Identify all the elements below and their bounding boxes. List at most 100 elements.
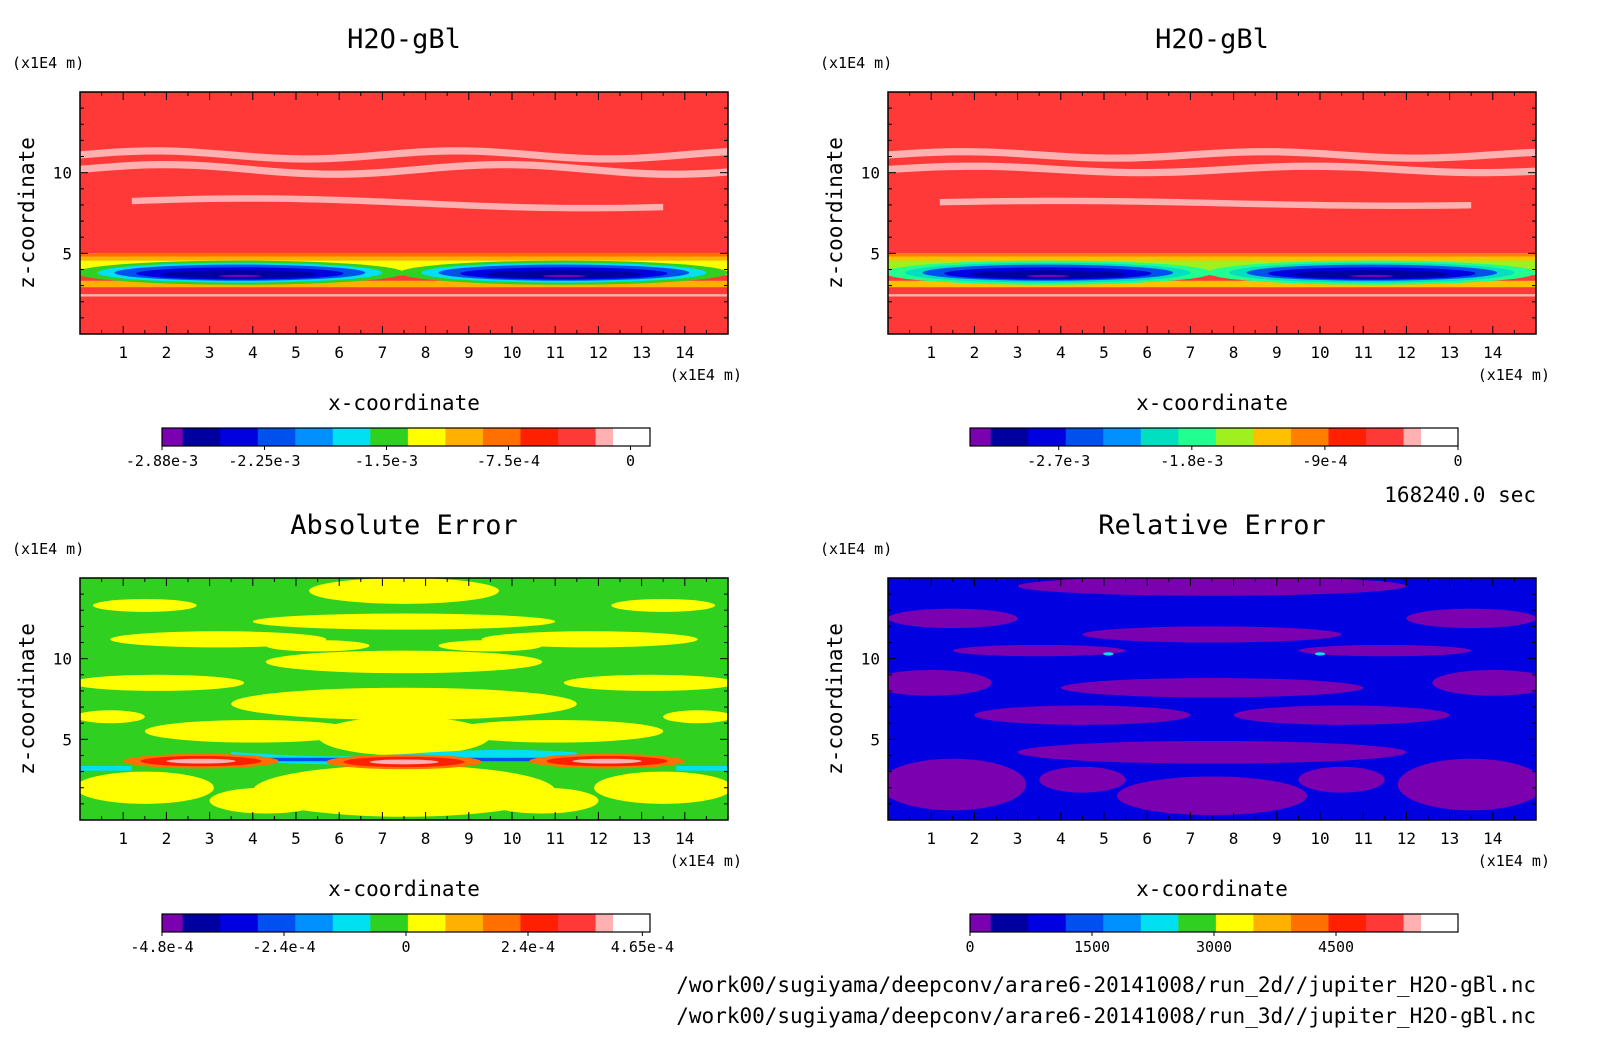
x-tick-label: 1 [926, 343, 936, 362]
x-tick-label: 13 [632, 343, 651, 362]
colorbar-swatch [1215, 914, 1254, 932]
panel-2: Absolute Error(x1E4 m)1 2 3 4 5 6 7 8 9 10 11 12 13 1… [12, 510, 742, 956]
error-peak [166, 758, 236, 764]
band-lower [80, 294, 728, 297]
colorbar-label: -2.7e-3 [1027, 452, 1090, 470]
x-tick-label: 12 [1397, 343, 1416, 362]
error-region [486, 787, 599, 814]
cloud-core [218, 274, 262, 278]
x-axis-label: x-coordinate [328, 877, 480, 901]
cloud-layer [888, 252, 1536, 257]
colorbar: 0 1500 3000 4500 [965, 913, 1459, 956]
colorbar-swatch [1253, 914, 1292, 932]
panel-title: Absolute Error [290, 510, 518, 541]
colorbar-swatch [1290, 914, 1329, 932]
colorbar-label: 4500 [1318, 938, 1354, 956]
error-region [1298, 644, 1472, 657]
colorbar-swatch [220, 428, 259, 446]
x-axis-label: x-coordinate [1136, 391, 1288, 415]
colorbar-label: -4.8e-4 [130, 938, 193, 956]
x-tick-label: 1 [118, 343, 128, 362]
band-upper [80, 147, 728, 163]
x-tick-label: 2 [162, 829, 172, 848]
panel-title: H2O-gBl [347, 24, 461, 55]
x-tick-label: 4 [248, 829, 258, 848]
x-tick-label: 8 [421, 829, 431, 848]
x-tick-label: 12 [589, 829, 608, 848]
colorbar-swatch [407, 914, 446, 932]
panel-3: Relative Error(x1E4 m)1 2 3 4 5 6 7 8 9 10 11 12 13 1… [820, 510, 1550, 956]
x-tick-label: 7 [378, 343, 388, 362]
x-unit-label: (x1E4 m) [1478, 366, 1550, 384]
colorbar-swatch [1290, 428, 1329, 446]
colorbar-swatch [295, 428, 334, 446]
colorbar-swatch [1403, 914, 1421, 932]
colorbar-swatch [558, 428, 597, 446]
colorbar-frame [161, 427, 651, 447]
error-region [447, 719, 664, 743]
colorbar-swatch [332, 428, 371, 446]
band-upper [888, 148, 1536, 162]
error-region [1298, 766, 1385, 793]
x-tick-label: 1 [118, 829, 128, 848]
error-region [1432, 669, 1536, 696]
colorbar-swatch [1140, 428, 1179, 446]
x-tick-label: 7 [378, 829, 388, 848]
error-region [1082, 626, 1342, 643]
colorbar-label: 3000 [1196, 938, 1232, 956]
error-region [1039, 766, 1126, 793]
panel-title: Relative Error [1098, 510, 1326, 541]
x-tick-label: 13 [632, 829, 651, 848]
x-unit-label: (x1E4 m) [670, 852, 742, 870]
colorbar-swatch [1103, 428, 1142, 446]
colorbar-label: 4.65e-4 [611, 938, 674, 956]
error-region [80, 710, 145, 724]
x-tick-label: 13 [1440, 343, 1459, 362]
cloud-core [1026, 274, 1070, 278]
colorbar-label: -1.5e-3 [355, 452, 418, 470]
colorbar-swatch [1103, 914, 1142, 932]
x-tick-label: 11 [1354, 829, 1373, 848]
y-tick-label: 10 [53, 164, 72, 183]
colorbar-swatch [1065, 428, 1104, 446]
colorbar-swatch [1328, 428, 1367, 446]
cloud-core [486, 270, 642, 279]
colorbar-swatch [162, 914, 184, 932]
colorbar-swatch [332, 914, 371, 932]
colorbar-label: 1500 [1074, 938, 1110, 956]
colorbar-swatch [1328, 914, 1367, 932]
colorbar-label: -2.25e-3 [228, 452, 300, 470]
error-region [952, 644, 1126, 657]
colorbar-swatch [1366, 914, 1405, 932]
x-tick-label: 13 [1440, 829, 1459, 848]
x-tick-label: 4 [1056, 829, 1066, 848]
x-axis-label: x-coordinate [328, 391, 480, 415]
colorbar-swatch [595, 428, 613, 446]
colorbar-swatch [257, 914, 296, 932]
error-region [663, 710, 728, 724]
colorbar-swatch [1028, 914, 1067, 932]
error-region [1397, 758, 1536, 811]
colorbar-label: -7.5e-4 [477, 452, 540, 470]
colorbar-swatch [220, 914, 259, 932]
panel-1: H2O-gBl(x1E4 m)1 2 3 4 5 6 7 8 9 10 11 12 13 14510(x1… [820, 24, 1550, 470]
panel-title: H2O-gBl [1155, 24, 1269, 55]
x-tick-label: 8 [421, 343, 431, 362]
error-region [888, 608, 1018, 629]
x-tick-label: 8 [1229, 343, 1239, 362]
x-tick-label: 5 [1099, 829, 1109, 848]
x-tick-label: 4 [248, 343, 258, 362]
x-tick-label: 12 [1397, 829, 1416, 848]
error-region [974, 705, 1191, 725]
colorbar-swatch [520, 428, 559, 446]
x-tick-label: 10 [1310, 343, 1329, 362]
x-tick-label: 6 [334, 829, 344, 848]
x-tick-label: 7 [1186, 343, 1196, 362]
x-tick-label: 3 [205, 829, 215, 848]
y-tick-label: 10 [53, 650, 72, 669]
error-region [265, 640, 370, 652]
error-region [1060, 678, 1364, 698]
error-region [265, 650, 543, 674]
colorbar-label: 0 [401, 938, 410, 956]
x-unit-label: (x1E4 m) [1478, 852, 1550, 870]
